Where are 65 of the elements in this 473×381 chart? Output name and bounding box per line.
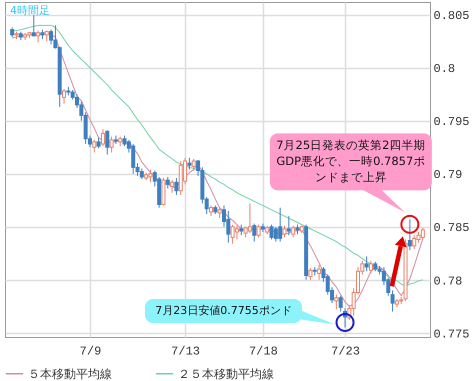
candlestick <box>408 218 412 251</box>
candlestick <box>118 136 122 147</box>
x-tick-label: 7/9 <box>80 344 102 358</box>
candlestick <box>174 177 178 196</box>
candlestick <box>230 224 235 244</box>
candlestick <box>420 227 425 240</box>
candlestick <box>49 29 54 45</box>
y-tick-label: 0.8 <box>434 62 456 76</box>
candlestick <box>36 30 40 43</box>
y-tick-label: 0.79 <box>434 168 462 182</box>
y-tick-label: 0.805 <box>434 9 470 24</box>
candlestick <box>192 158 196 172</box>
candlestick <box>226 210 230 244</box>
candlestick <box>187 157 192 170</box>
annotation: 7月25日発表の英第2四半期GDP悪化で、一時0.7857ポンドまで上昇 <box>270 133 432 190</box>
candlestick <box>110 136 114 154</box>
candlestick <box>100 128 105 147</box>
candlestick <box>373 261 378 272</box>
candlestick <box>248 202 252 234</box>
candlestick <box>40 29 44 40</box>
candlestick <box>170 180 174 194</box>
legend-label: ２５本移動平均線 <box>178 366 274 381</box>
candlestick <box>96 137 101 149</box>
annotation: 7月23日安値0.7755ポンド <box>145 299 302 324</box>
candlestick <box>131 144 136 174</box>
candlestick <box>256 224 261 238</box>
y-tick-label: 0.78 <box>434 274 462 288</box>
candlestick <box>32 14 36 36</box>
x-tick-label: 7/13 <box>171 344 200 358</box>
candlestick <box>234 225 239 240</box>
candlestick <box>209 205 214 217</box>
candlestick <box>62 88 66 104</box>
legend-label: ５本移動平均線 <box>28 366 112 381</box>
y-tick-label: 0.795 <box>434 115 470 130</box>
candlestick <box>308 268 312 280</box>
candlestick <box>252 223 256 242</box>
y-tick-label: 0.785 <box>434 221 470 236</box>
candlestick <box>282 225 287 238</box>
candlestick <box>412 234 416 250</box>
candlestick <box>148 169 152 183</box>
x-tick-label: 7/18 <box>248 344 278 358</box>
candlestick <box>105 130 110 156</box>
candlestick <box>338 295 343 312</box>
candlestick <box>317 264 322 280</box>
candlestick <box>274 226 278 242</box>
candlestick <box>334 294 338 310</box>
candlestick <box>239 224 244 236</box>
candlestick <box>286 216 291 236</box>
y-tick-label: 0.775 <box>434 327 470 342</box>
candlestick <box>295 224 300 235</box>
candlestick <box>218 207 222 219</box>
candlestick <box>122 135 127 147</box>
candlestick <box>140 168 144 180</box>
x-tick-label: 7/23 <box>331 344 360 358</box>
chart-title: 4時間足 <box>10 3 50 18</box>
candlestick <box>291 225 296 238</box>
candlestick <box>92 139 96 154</box>
candlestick <box>278 207 282 242</box>
candlestick <box>244 226 248 238</box>
candlestick <box>10 26 14 38</box>
candlestick <box>166 176 170 190</box>
candlestick <box>270 224 274 240</box>
candlestick <box>364 256 369 272</box>
candlestick <box>44 30 49 42</box>
candlestick <box>368 260 373 274</box>
